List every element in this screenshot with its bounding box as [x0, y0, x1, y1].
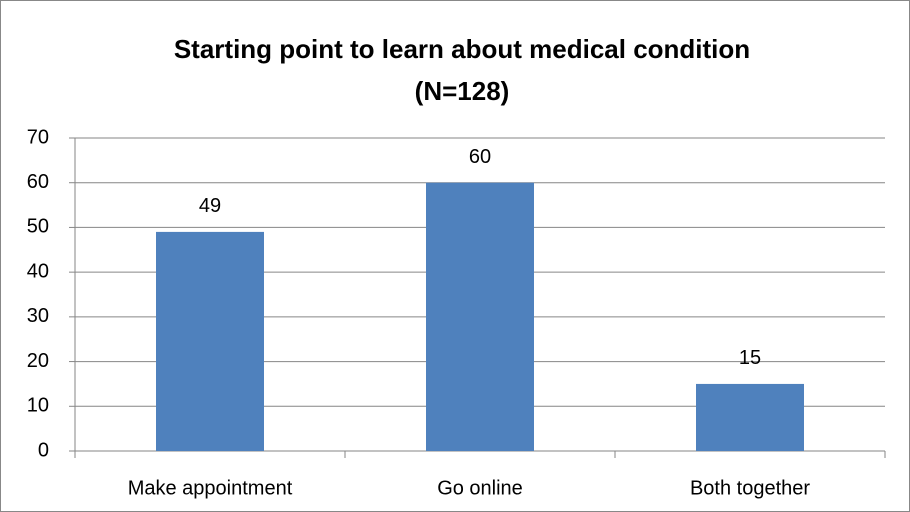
chart-title: Starting point to learn about medical co…	[174, 34, 750, 64]
chart-title: (N=128)	[415, 76, 510, 106]
y-tick-label: 50	[27, 216, 49, 238]
bar	[156, 231, 264, 451]
y-tick-label: 60	[27, 171, 49, 193]
y-tick-label: 0	[38, 439, 49, 461]
y-tick-label: 40	[27, 260, 49, 282]
y-tick-label: 10	[27, 395, 49, 417]
data-label: 15	[739, 347, 761, 369]
y-tick-label: 20	[27, 350, 49, 372]
x-tick-label: Go online	[437, 477, 523, 499]
bar	[696, 383, 804, 451]
y-tick-label: 70	[27, 126, 49, 148]
x-tick-label: Both together	[690, 477, 810, 499]
data-label: 60	[469, 146, 491, 168]
data-label: 49	[199, 195, 221, 217]
y-tick-label: 30	[27, 305, 49, 327]
bar	[426, 182, 534, 451]
x-tick-label: Make appointment	[128, 477, 293, 499]
